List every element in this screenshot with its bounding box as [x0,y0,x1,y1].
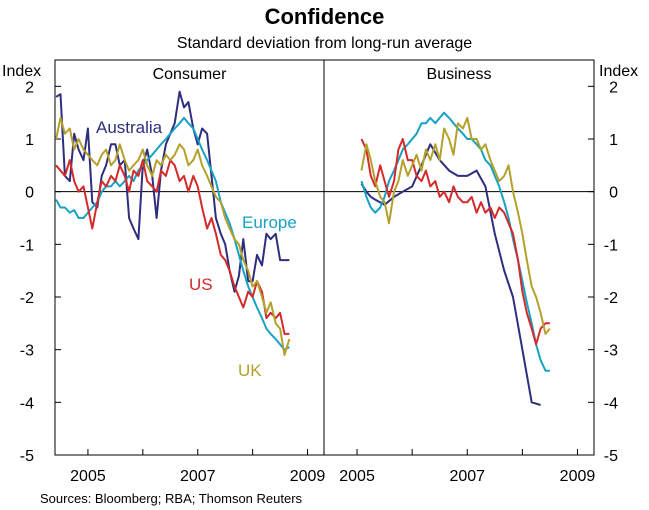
x-tick-label: 2005 [339,468,375,485]
panel-title-business: Business [427,66,492,83]
y-tick-label-right: -1 [604,237,618,254]
panel-title-consumer: Consumer [153,66,227,83]
y-tick-label-left: 2 [25,79,34,96]
series-line-business-uk [360,116,551,335]
y-tick-label-right: -2 [604,290,618,307]
x-tick-label: 2009 [560,468,596,485]
y-tick-label-left: -2 [20,290,34,307]
series-label-australia: Australia [96,118,163,137]
y-tick-label-left: -5 [20,448,34,465]
y-tick-label-right: -5 [604,448,618,465]
y-axis-label-left: Index [2,63,41,80]
source-note: Sources: Bloomberg; RBA; Thomson Reuters [40,491,303,506]
y-tick-label-left: -4 [20,395,34,412]
chart-subtitle: Standard deviation from long-run average [177,35,472,52]
y-tick-label-left: 1 [25,132,34,149]
panel-business: Business 2005 2007 2009 [339,66,596,485]
x-tick-label: 2007 [180,468,216,485]
series-label-uk: UK [238,361,262,380]
y-tick-label-right: 0 [609,185,618,202]
y-tick-label-left: -3 [20,343,34,360]
y-tick-label-right: 1 [609,132,618,149]
y-tick-label-right: -3 [604,343,618,360]
y-axis-label-right: Index [599,63,638,80]
y-tick-label-left: -1 [20,237,34,254]
series-label-europe: Europe [242,213,297,232]
series-line-business-us [360,138,550,346]
y-tick-label-left: 0 [25,185,34,202]
series-line-consumer-uk [55,116,291,356]
series-line-business-australia [360,143,541,406]
panel-consumer: Consumer 2005 2007 2009 [55,66,325,485]
x-tick-label: 2007 [449,468,485,485]
x-tick-label: 2009 [290,468,326,485]
y-tick-label-right: -4 [604,395,618,412]
y-tick-label-right: 2 [609,79,618,96]
series-line-consumer-us [55,159,290,335]
series-label-us: US [189,275,213,294]
series-line-business-europe [360,111,550,372]
chart-title: Confidence [265,4,385,29]
series-line-consumer-europe [55,116,290,351]
x-tick-label: 2005 [70,468,106,485]
